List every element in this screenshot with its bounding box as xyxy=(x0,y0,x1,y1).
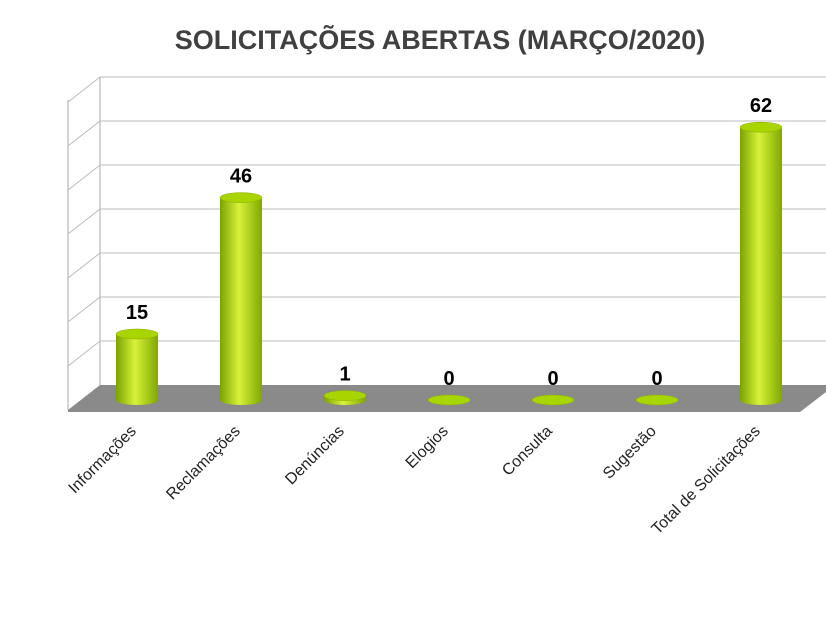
bar-top xyxy=(531,394,575,406)
bar-top xyxy=(739,121,783,133)
bar xyxy=(116,334,158,405)
grid-line xyxy=(67,164,101,191)
data-label: 62 xyxy=(750,95,772,117)
x-tick-label: Denúncias xyxy=(282,423,347,488)
bar-top xyxy=(323,390,367,401)
x-tick-label: Consulta xyxy=(499,423,556,480)
x-tick-label: Elogios xyxy=(403,423,452,472)
bar-top xyxy=(427,394,471,406)
grid-line xyxy=(67,76,101,103)
x-tick-label: Sugestão xyxy=(600,423,660,483)
bar-top xyxy=(219,192,263,203)
x-tick-label: Total de Solicitações xyxy=(649,423,764,538)
data-label: 0 xyxy=(443,368,454,390)
data-label: 0 xyxy=(651,368,662,390)
chart-title: SOLICITAÇÕES ABERTAS (MARÇO/2020) xyxy=(175,24,706,55)
grid-line xyxy=(67,208,101,235)
data-label: 46 xyxy=(230,166,252,188)
data-label: 15 xyxy=(126,302,148,324)
x-tick-label: Informações xyxy=(66,423,140,497)
grid-line xyxy=(67,120,101,147)
bar xyxy=(740,127,782,405)
bar-top xyxy=(635,394,679,406)
bar xyxy=(220,197,262,405)
grid-line xyxy=(67,296,101,323)
bar-top xyxy=(115,328,159,340)
grid-line xyxy=(67,340,101,367)
x-tick-label: Reclamações xyxy=(163,423,244,504)
data-label: 0 xyxy=(547,368,558,390)
grid-line xyxy=(67,252,101,279)
data-label: 1 xyxy=(339,364,350,386)
